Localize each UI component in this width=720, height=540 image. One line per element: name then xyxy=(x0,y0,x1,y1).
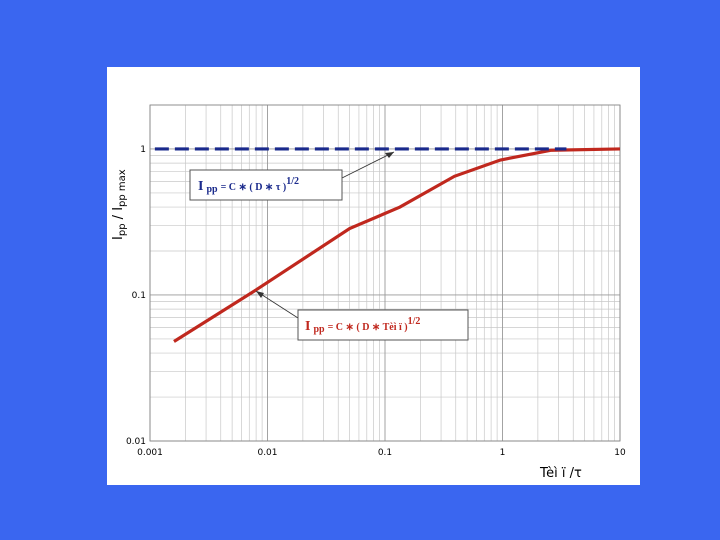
ann-main: I xyxy=(198,179,203,194)
x-tick-label: 1 xyxy=(500,448,506,458)
arrow xyxy=(341,151,395,179)
x-tick-label: 0.1 xyxy=(378,448,392,458)
arrow-head xyxy=(256,291,264,298)
ann-main: I xyxy=(305,319,310,334)
ylabel-sub: pp max xyxy=(117,169,128,207)
ann-body: = C ∗ ( D ∗ τ ) xyxy=(221,182,287,193)
ann-sub: pp xyxy=(206,184,218,195)
annotation-box xyxy=(189,169,343,201)
ylabel-sub: pp xyxy=(117,223,128,236)
series-line xyxy=(173,147,621,343)
ann-body: = C ∗ ( D ∗ Tèì ï ) xyxy=(328,322,408,333)
ann-sub: pp xyxy=(313,324,325,335)
arrow xyxy=(255,290,299,319)
arrow-head xyxy=(385,152,394,158)
x-axis-label: Tèì ï /τ xyxy=(539,466,582,481)
ann-sup: 1/2 xyxy=(286,176,299,187)
x-tick-label: 0.001 xyxy=(137,448,163,458)
ann-sup: 1/2 xyxy=(408,316,421,327)
grid: 0.001 0.01 0.1 1 100.010.11 xyxy=(126,104,626,458)
x-tick-label: 0.01 xyxy=(257,448,277,458)
y-tick-label: 0.01 xyxy=(126,437,146,447)
plot-border xyxy=(149,104,621,442)
plot xyxy=(154,147,621,343)
y-axis-label: Ipp / Ipp max xyxy=(111,169,128,240)
x-tick-label: 10 xyxy=(614,448,626,458)
ylabel-part: / I xyxy=(111,207,126,223)
y-tick-label: 0.1 xyxy=(132,291,146,301)
ylabel-part: I xyxy=(111,236,126,240)
annotation-box xyxy=(297,309,469,341)
y-tick-label: 1 xyxy=(140,145,146,155)
